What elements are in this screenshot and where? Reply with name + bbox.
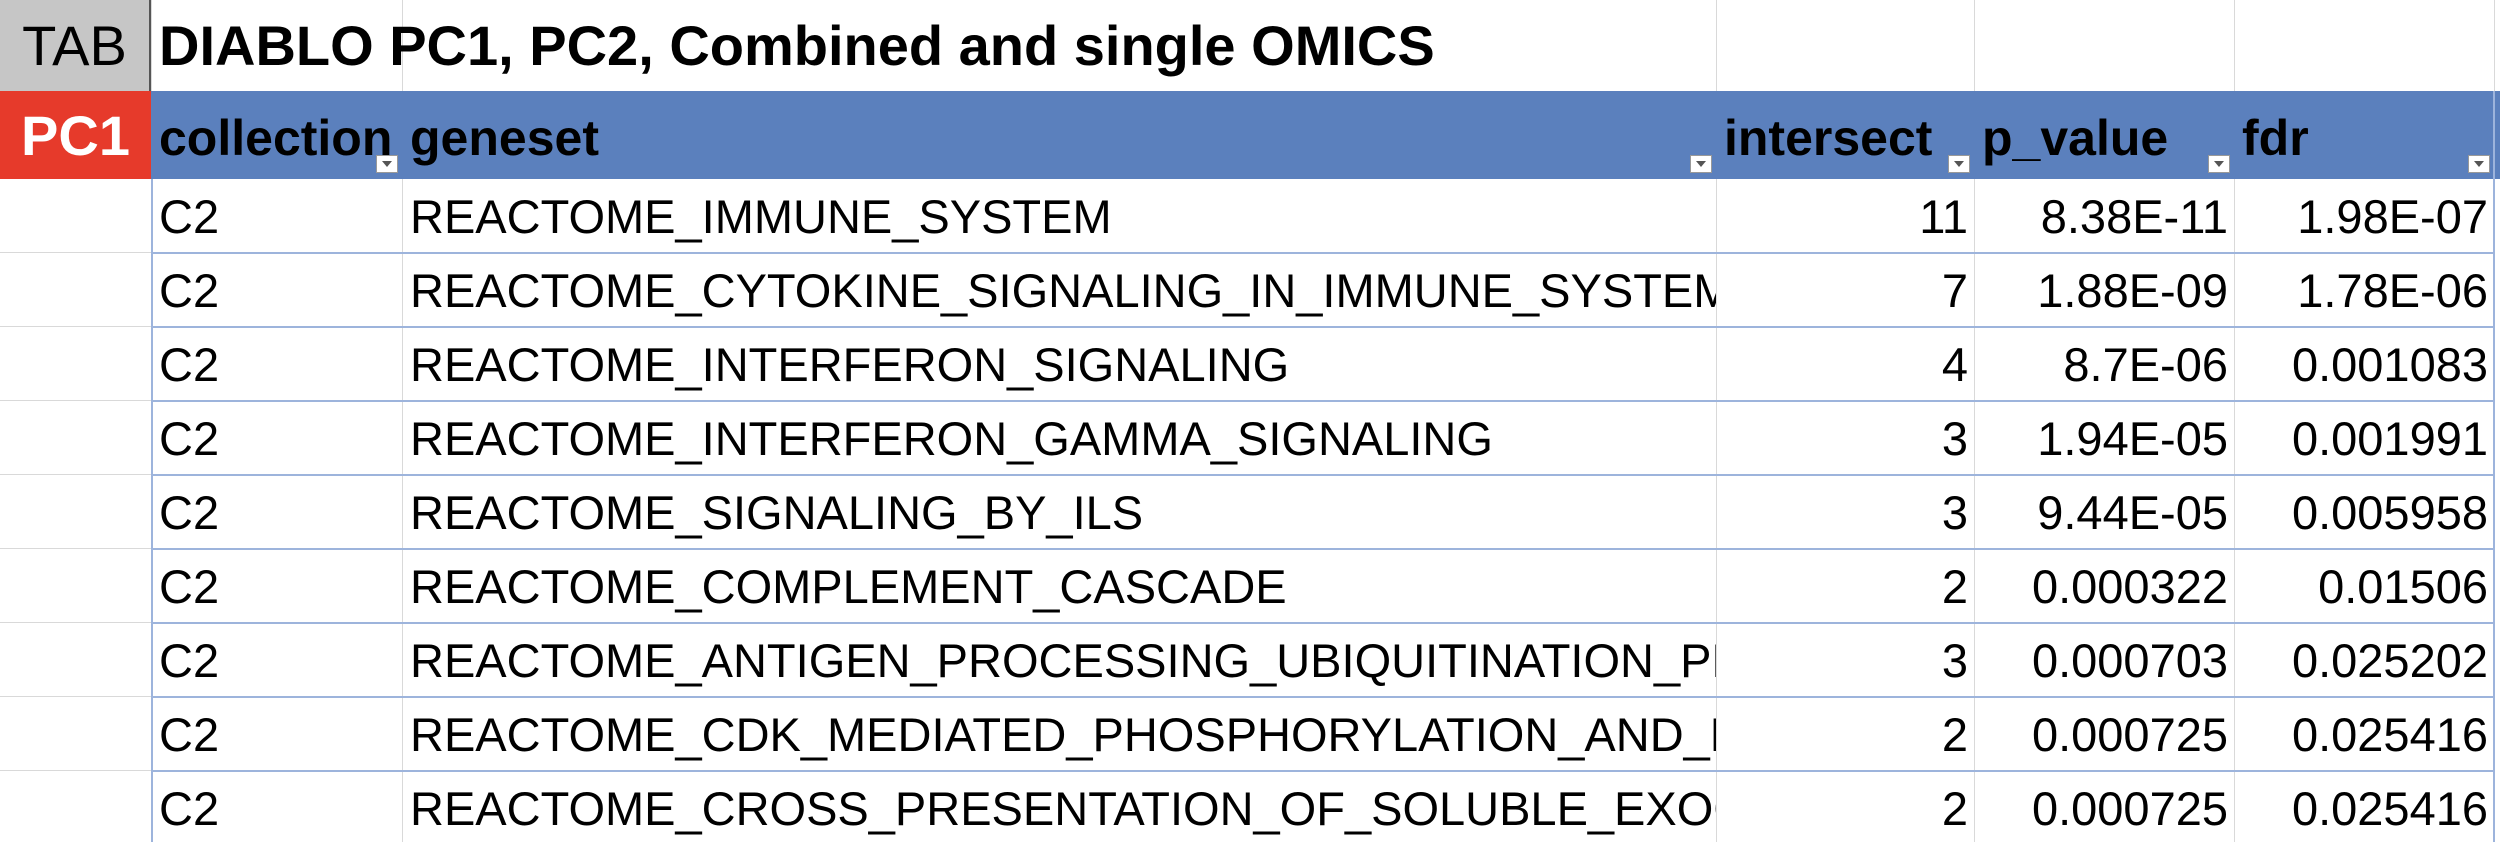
table-cell: REACTOME_CYTOKINE_SIGNALING_IN_IMMUNE_SY… bbox=[410, 263, 1716, 317]
table-cell: C2 bbox=[159, 263, 220, 317]
table-cell: 0.000725 bbox=[2031, 781, 2228, 835]
table-cell: 1.88E-09 bbox=[2037, 263, 2228, 317]
table-cell: 11 bbox=[1919, 189, 1968, 243]
grid-line bbox=[0, 548, 151, 549]
row-label: PC1 bbox=[0, 91, 151, 179]
table-cell: 3 bbox=[1941, 411, 1968, 465]
sheet-title: DIABLO PC1, PC2, Combined and single OMI… bbox=[159, 14, 1435, 77]
filter-button[interactable] bbox=[2208, 155, 2230, 173]
filter-button[interactable] bbox=[1690, 155, 1712, 173]
table-cell: 8.38E-11 bbox=[2040, 189, 2228, 243]
table-cell: 1.78E-06 bbox=[2297, 263, 2488, 317]
row-border bbox=[151, 474, 2494, 476]
grid-line bbox=[0, 622, 151, 623]
table-cell: 0.025202 bbox=[2291, 633, 2488, 687]
table-cell: C2 bbox=[159, 411, 220, 465]
grid-line bbox=[0, 326, 151, 327]
table-cell: C2 bbox=[159, 337, 220, 391]
grid-line bbox=[1716, 0, 1717, 842]
table-cell: 0.000703 bbox=[2031, 633, 2228, 687]
table-cell: 4 bbox=[1941, 337, 1968, 391]
row-border bbox=[151, 622, 2494, 624]
table-cell: 2 bbox=[1941, 781, 1968, 835]
table-cell: REACTOME_CROSS_PRESENTATION_OF_SOLUBLE_E… bbox=[410, 781, 1716, 835]
filter-button[interactable] bbox=[2468, 155, 2490, 173]
column-header: collection bbox=[159, 110, 393, 166]
table-cell: 0.01506 bbox=[2318, 559, 2488, 613]
row-border bbox=[151, 252, 2494, 254]
table-cell: 2 bbox=[1941, 559, 1968, 613]
filter-button[interactable] bbox=[376, 155, 398, 173]
table-cell: 0.001083 bbox=[2291, 337, 2488, 391]
table-cell: 0.000322 bbox=[2031, 559, 2228, 613]
grid-line bbox=[0, 696, 151, 697]
grid-line bbox=[0, 474, 151, 475]
table-cell: 7 bbox=[1941, 263, 1968, 317]
table-cell: 2 bbox=[1941, 707, 1968, 761]
table-cell: 1.94E-05 bbox=[2037, 411, 2228, 465]
grid-line bbox=[0, 252, 151, 253]
grid-line bbox=[402, 0, 403, 842]
grid-line bbox=[0, 400, 151, 401]
table-cell: 0.005958 bbox=[2291, 485, 2488, 539]
row-border bbox=[151, 400, 2494, 402]
table-cell: C2 bbox=[159, 189, 220, 243]
column-header: p_value bbox=[1982, 110, 2169, 166]
table-cell: C2 bbox=[159, 633, 220, 687]
table-cell: C2 bbox=[159, 781, 220, 835]
header-band bbox=[151, 91, 2500, 179]
tab-label: TAB bbox=[0, 0, 151, 91]
table-cell: REACTOME_INTERFERON_SIGNALING bbox=[410, 337, 1290, 391]
row-border bbox=[151, 326, 2494, 328]
table-cell: 0.025416 bbox=[2291, 707, 2488, 761]
table-cell: 9.44E-05 bbox=[2037, 485, 2228, 539]
table-cell: REACTOME_ANTIGEN_PROCESSING_UBIQUITINATI… bbox=[410, 633, 1716, 687]
column-header: fdr bbox=[2242, 110, 2309, 166]
grid-line bbox=[1974, 0, 1975, 842]
table-cell: REACTOME_COMPLEMENT_CASCADE bbox=[410, 559, 1287, 613]
table-cell: C2 bbox=[159, 707, 220, 761]
grid-line bbox=[0, 770, 151, 771]
table-border bbox=[2493, 91, 2495, 842]
filter-button[interactable] bbox=[1948, 155, 1970, 173]
table-cell: 0.025416 bbox=[2291, 781, 2488, 835]
table-cell: C2 bbox=[159, 559, 220, 613]
table-cell: REACTOME_INTERFERON_GAMMA_SIGNALING bbox=[410, 411, 1493, 465]
table-cell: 1.98E-07 bbox=[2297, 189, 2488, 243]
column-header: geneset bbox=[410, 110, 599, 166]
table-cell: 8.7E-06 bbox=[2063, 337, 2228, 391]
table-cell: 0.000725 bbox=[2031, 707, 2228, 761]
table-cell: C2 bbox=[159, 485, 220, 539]
table-cell: 3 bbox=[1941, 633, 1968, 687]
table-border bbox=[151, 179, 153, 842]
table-cell: 0.001991 bbox=[2291, 411, 2488, 465]
table-cell: REACTOME_SIGNALING_BY_ILS bbox=[410, 485, 1144, 539]
table-cell: REACTOME_CDK_MEDIATED_PHOSPHORYLATION_AN… bbox=[410, 707, 1716, 761]
column-header: intersect bbox=[1724, 110, 1933, 166]
grid-line bbox=[2234, 0, 2235, 842]
row-border bbox=[151, 770, 2494, 772]
table-cell: 3 bbox=[1941, 485, 1968, 539]
row-border bbox=[151, 696, 2494, 698]
row-border bbox=[151, 548, 2494, 550]
table-cell: REACTOME_IMMUNE_SYSTEM bbox=[410, 189, 1112, 243]
